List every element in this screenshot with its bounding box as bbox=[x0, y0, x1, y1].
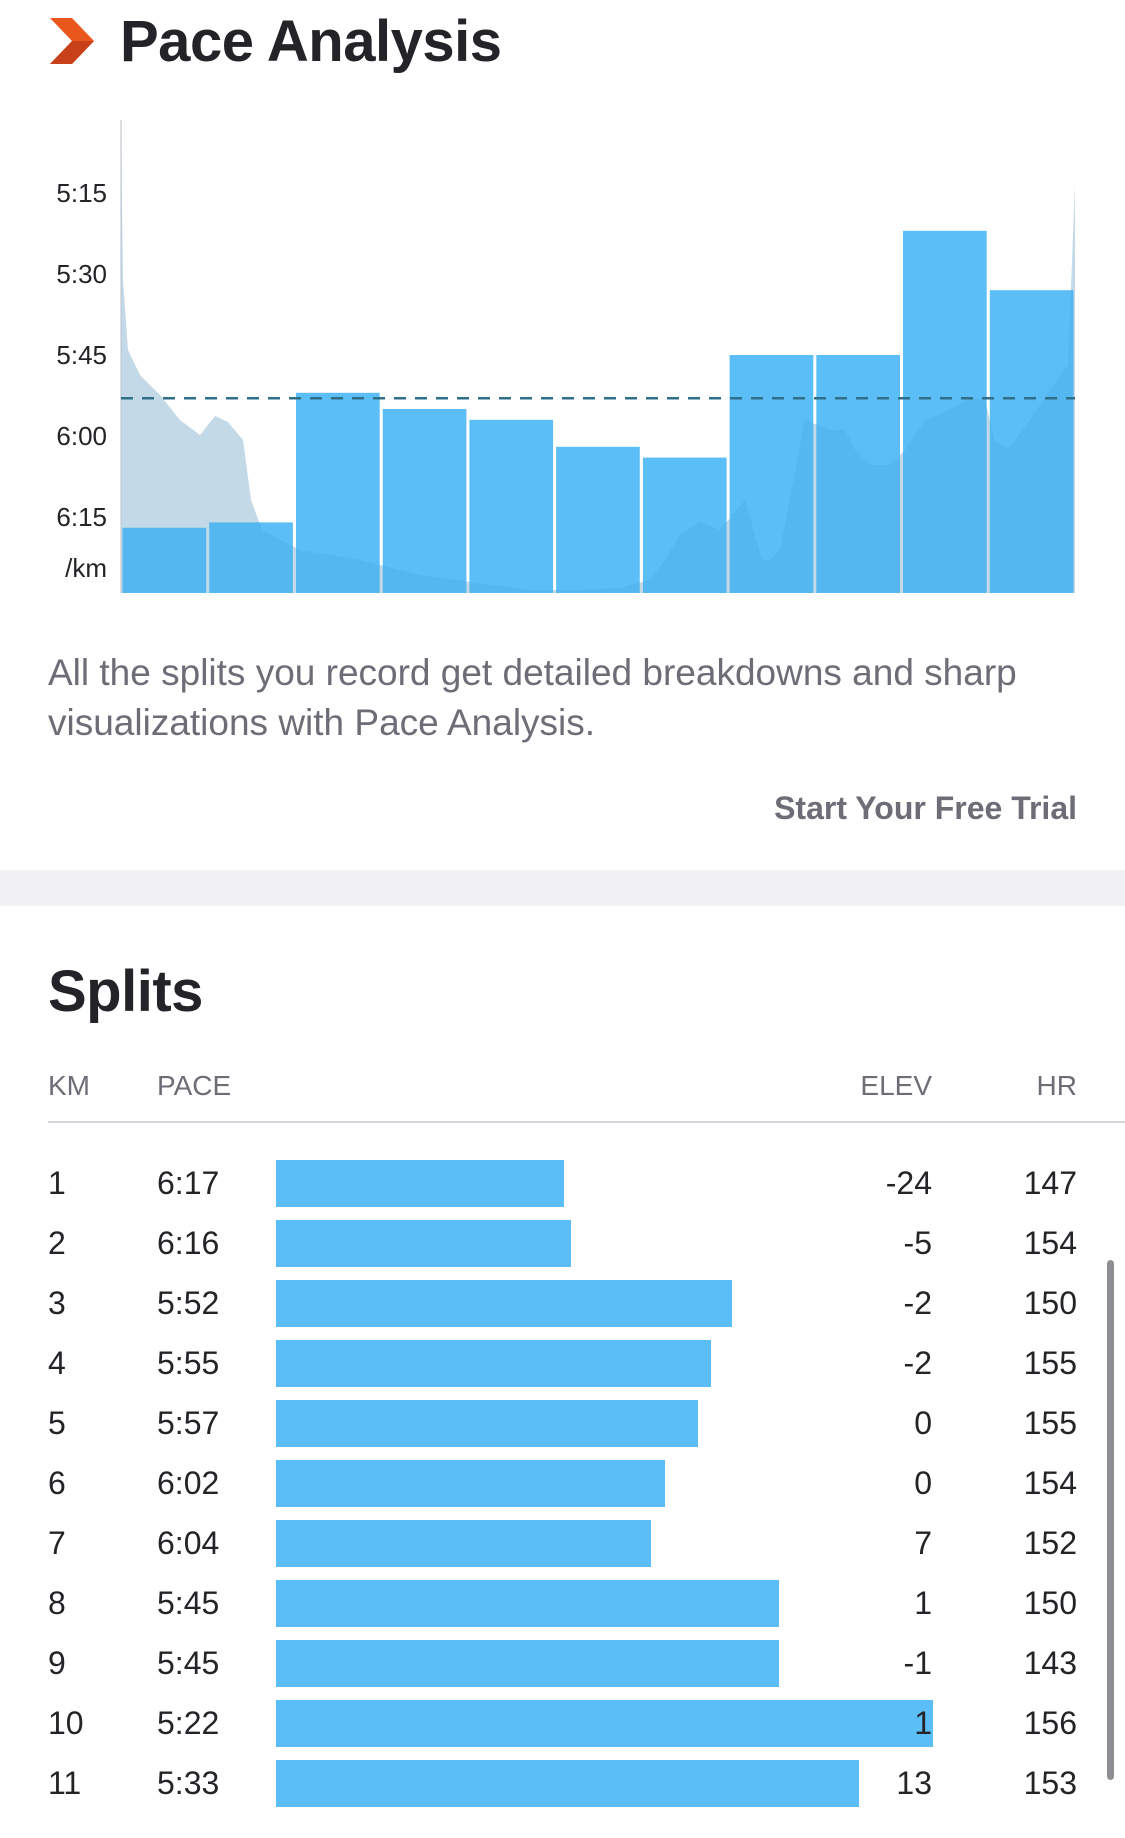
split-elev: 1 bbox=[914, 1705, 932, 1741]
elevation-overlay bbox=[121, 132, 1075, 593]
split-km: 2 bbox=[48, 1225, 66, 1261]
pace-analysis-description: All the splits you record get detailed b… bbox=[48, 652, 1017, 743]
split-pace-bar bbox=[276, 1280, 732, 1327]
split-elev: -5 bbox=[903, 1225, 932, 1261]
split-pace: 5:57 bbox=[157, 1405, 220, 1441]
pace-bar-km-10 bbox=[903, 230, 987, 594]
split-elev: -24 bbox=[885, 1165, 932, 1201]
split-pace: 5:33 bbox=[157, 1765, 220, 1801]
split-hr: 155 bbox=[1023, 1405, 1077, 1441]
pace-bar-km-9 bbox=[816, 355, 900, 593]
split-pace-bar bbox=[276, 1700, 933, 1747]
pace-bar-km-5 bbox=[469, 419, 554, 593]
split-km: 1 bbox=[48, 1165, 66, 1201]
split-pace: 6:04 bbox=[157, 1525, 220, 1561]
split-pace: 6:17 bbox=[157, 1165, 220, 1201]
split-km: 6 bbox=[48, 1465, 66, 1501]
pace-chart: 5:15 5:30 5:45 6:00 6:15/km bbox=[56, 120, 1075, 594]
split-row: 11 5:33 13 153 bbox=[0, 1753, 1125, 1813]
pace-bar-km-6 bbox=[556, 446, 640, 593]
pace-analysis-header: Pace Analysis bbox=[0, 0, 1125, 90]
split-km: 4 bbox=[48, 1345, 66, 1381]
pace-bar-km-3 bbox=[296, 392, 380, 593]
split-row: 3 5:52 -2 150 bbox=[0, 1273, 1125, 1333]
header-divider bbox=[48, 1121, 1125, 1123]
split-elev: 13 bbox=[896, 1765, 932, 1801]
y-tick-label: 6:00 bbox=[56, 421, 107, 451]
pace-bar-km-8 bbox=[729, 355, 814, 593]
split-hr: 156 bbox=[1023, 1705, 1077, 1741]
split-elev: 0 bbox=[914, 1465, 932, 1501]
split-km: 11 bbox=[48, 1765, 82, 1801]
split-hr: 152 bbox=[1023, 1525, 1077, 1561]
split-row: 1 6:17 -24 147 bbox=[0, 1153, 1125, 1213]
split-pace-bar bbox=[276, 1160, 564, 1207]
split-pace: 5:55 bbox=[157, 1345, 220, 1381]
split-pace-bar bbox=[276, 1220, 571, 1267]
scrollbar[interactable] bbox=[1107, 1260, 1114, 1780]
split-pace-bar bbox=[276, 1760, 859, 1807]
split-hr: 154 bbox=[1023, 1465, 1077, 1501]
split-pace: 5:45 bbox=[157, 1585, 220, 1621]
pace-bar-km-7 bbox=[642, 457, 727, 593]
split-hr: 147 bbox=[1023, 1165, 1077, 1201]
pace-bar-km-11 bbox=[989, 290, 1074, 593]
page-title: Pace Analysis bbox=[120, 9, 502, 74]
split-pace: 6:16 bbox=[157, 1225, 220, 1261]
split-hr: 150 bbox=[1023, 1285, 1077, 1321]
split-row: 5 5:57 0 155 bbox=[0, 1393, 1125, 1453]
splits-title: Splits bbox=[48, 959, 203, 1024]
y-tick-label: 5:45 bbox=[56, 340, 107, 370]
pace-bar-km-1 bbox=[122, 527, 207, 593]
split-km: 3 bbox=[48, 1285, 66, 1321]
column-header-elev: ELEV bbox=[860, 1070, 932, 1101]
split-hr: 155 bbox=[1023, 1345, 1077, 1381]
split-km: 9 bbox=[48, 1645, 66, 1681]
split-elev: 1 bbox=[914, 1585, 932, 1621]
start-free-trial-link[interactable]: Start Your Free Trial bbox=[774, 790, 1077, 826]
split-elev: 0 bbox=[914, 1405, 932, 1441]
section-divider bbox=[0, 870, 1125, 906]
split-km: 10 bbox=[48, 1705, 84, 1741]
split-hr: 150 bbox=[1023, 1585, 1077, 1621]
split-row: 7 6:04 7 152 bbox=[0, 1513, 1125, 1573]
pace-bar-km-2 bbox=[209, 522, 293, 593]
split-pace-bar bbox=[276, 1640, 779, 1687]
split-hr: 143 bbox=[1023, 1645, 1077, 1681]
split-row: 10 5:22 1 156 bbox=[0, 1693, 1125, 1753]
split-km: 7 bbox=[48, 1525, 66, 1561]
split-hr: 154 bbox=[1023, 1225, 1077, 1261]
split-elev: 7 bbox=[914, 1525, 932, 1561]
y-tick-label: 5:30 bbox=[56, 259, 107, 289]
split-row: 4 5:55 -2 155 bbox=[0, 1333, 1125, 1393]
split-pace: 6:02 bbox=[157, 1465, 220, 1501]
split-pace: 5:22 bbox=[157, 1705, 220, 1741]
y-tick-label: 5:15 bbox=[56, 178, 107, 208]
column-header-hr: HR bbox=[1036, 1070, 1077, 1101]
y-unit-label: /km bbox=[65, 553, 107, 583]
split-elev: -1 bbox=[903, 1645, 932, 1681]
split-row: 2 6:16 -5 154 bbox=[0, 1213, 1125, 1273]
split-pace-bar bbox=[276, 1460, 665, 1507]
split-row: 8 5:45 1 150 bbox=[0, 1573, 1125, 1633]
split-pace: 5:52 bbox=[157, 1285, 220, 1321]
split-pace-bar bbox=[276, 1400, 698, 1447]
column-header-km: KM bbox=[48, 1070, 90, 1101]
split-pace-bar bbox=[276, 1340, 711, 1387]
split-km: 8 bbox=[48, 1585, 66, 1621]
pace-bar-km-4 bbox=[382, 409, 467, 593]
chevron-right-icon bbox=[50, 18, 94, 64]
split-pace-bar bbox=[276, 1520, 651, 1567]
split-row: 6 6:02 0 154 bbox=[0, 1453, 1125, 1513]
split-pace: 5:45 bbox=[157, 1645, 220, 1681]
column-header-pace: PACE bbox=[157, 1070, 232, 1101]
split-km: 5 bbox=[48, 1405, 66, 1441]
split-row: 9 5:45 -1 143 bbox=[0, 1633, 1125, 1693]
split-elev: -2 bbox=[903, 1285, 932, 1321]
split-elev: -2 bbox=[903, 1345, 932, 1381]
split-pace-bar bbox=[276, 1580, 779, 1627]
y-tick-label: 6:15 bbox=[56, 502, 107, 532]
split-hr: 153 bbox=[1023, 1765, 1077, 1801]
